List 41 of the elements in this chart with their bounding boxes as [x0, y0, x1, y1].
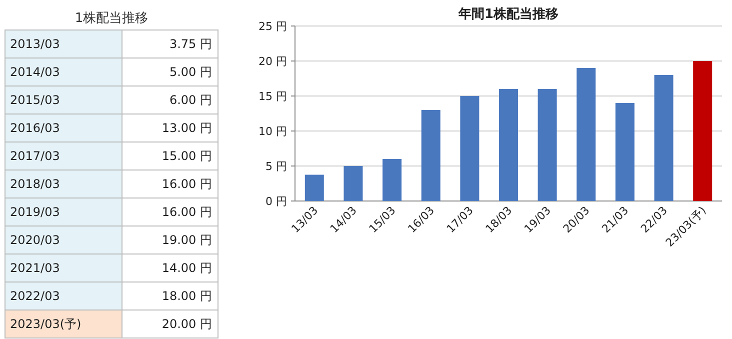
y-tick-label: 0 円 — [266, 195, 287, 208]
text: 13.00 円 — [162, 121, 212, 135]
text: 15.00 円 — [162, 149, 212, 163]
bar — [344, 166, 363, 201]
category-label: 2015/03 — [10, 93, 60, 107]
text: 16.00 円 — [162, 177, 212, 191]
bar — [693, 61, 712, 201]
text: 5.00 円 — [169, 65, 212, 79]
bar — [615, 103, 634, 201]
category-label: 2016/03 — [10, 121, 60, 135]
category-label: 2021/03 — [10, 261, 60, 275]
text: 6.00 円 — [169, 93, 212, 107]
text: 18.00 円 — [162, 289, 212, 303]
category-label: 2014/03 — [10, 65, 60, 79]
text: 1株配当推移 — [74, 11, 148, 26]
y-tick-label: 15 円 — [258, 90, 287, 103]
text: 19.00 円 — [162, 233, 212, 247]
text: 20.00 円 — [162, 317, 212, 331]
category-label: 2023/03(予) — [10, 317, 82, 331]
text: 3.75 円 — [169, 37, 212, 51]
bar — [538, 89, 557, 201]
bar — [382, 159, 402, 201]
bar — [421, 110, 440, 201]
chart-title: 年間1株配当推移 — [457, 7, 559, 22]
bar — [576, 68, 596, 201]
category-label: 2017/03 — [10, 149, 60, 163]
y-tick-label: 5 円 — [266, 160, 287, 173]
bar — [499, 89, 518, 201]
bar — [654, 75, 674, 201]
category-label: 2019/03 — [10, 205, 60, 219]
bar — [460, 96, 480, 201]
text: 16.00 円 — [162, 205, 212, 219]
y-tick-label: 10 円 — [258, 125, 287, 138]
y-tick-label: 20 円 — [258, 55, 287, 68]
category-label: 2020/03 — [10, 233, 60, 247]
category-label: 2022/03 — [10, 289, 60, 303]
text: 14.00 円 — [162, 261, 212, 275]
y-tick-label: 25 円 — [258, 20, 287, 33]
category-label: 2018/03 — [10, 177, 60, 191]
bar — [304, 174, 324, 201]
category-label: 2013/03 — [10, 37, 60, 51]
